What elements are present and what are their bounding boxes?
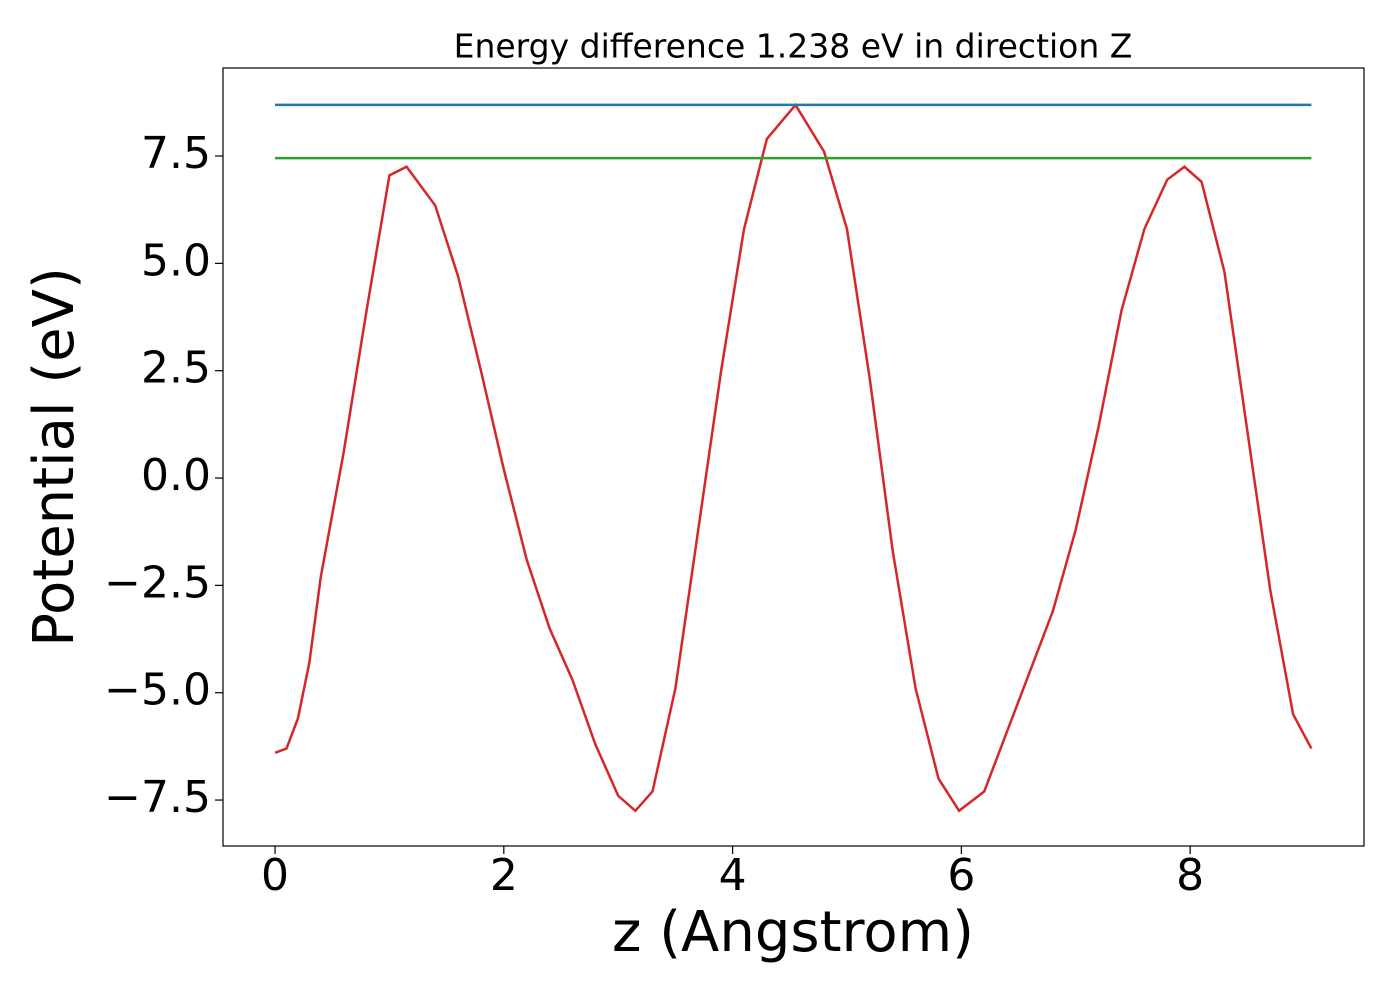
line [274,102,1313,813]
y-tick-label: −2.5 [104,557,211,608]
y-tick-label: 5.0 [141,235,211,286]
y-tick-label: −5.0 [104,665,211,716]
x-tick-label: 8 [1176,850,1204,901]
y-tick-label: 2.5 [141,343,211,394]
y-tick-label: −7.5 [104,772,211,823]
chart-title: Energy difference 1.238 eV in direction … [454,27,1133,66]
y-tick-label: 7.5 [141,128,211,179]
x-tick-label: 2 [490,850,518,901]
x-tick-label: 0 [261,850,289,901]
y-tick-label: 0.0 [141,450,211,501]
y-axis-label: Potential (eV) [22,267,87,647]
plot-frame [222,67,1365,847]
x-axis-label: z (Angstrom) [612,900,974,965]
x-tick-label: 4 [719,850,747,901]
x-tick-label: 6 [947,850,975,901]
